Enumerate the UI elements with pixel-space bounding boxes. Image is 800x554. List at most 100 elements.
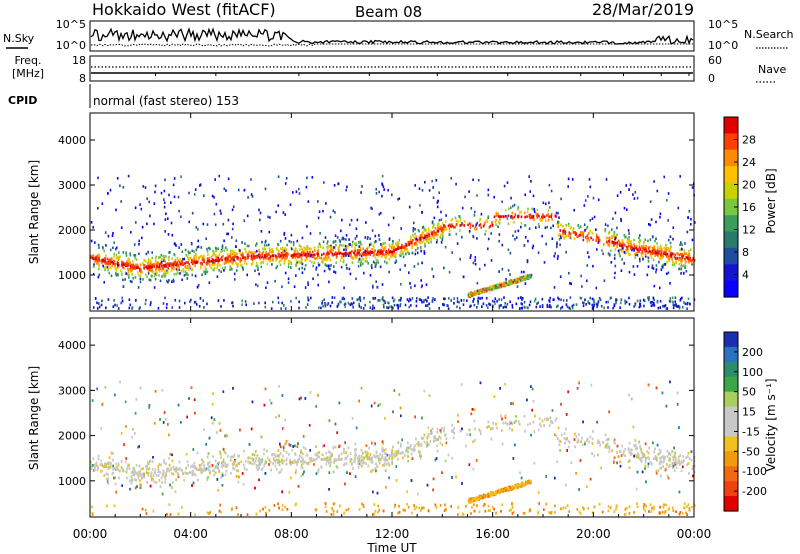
echo-cell: [656, 189, 659, 193]
echo-cell: [392, 216, 395, 220]
echo-cell: [353, 251, 355, 255]
echo-cell: [441, 237, 444, 241]
noise-sky-trace: [90, 27, 694, 46]
echo-cell: [692, 257, 694, 261]
echo-cell: [232, 256, 234, 259]
echo-cell: [256, 249, 258, 253]
echo-cell: [145, 273, 147, 276]
echo-cell: [519, 278, 522, 282]
echo-cell: [619, 244, 621, 247]
echo-cell: [314, 253, 316, 256]
echo-cell: [336, 254, 338, 258]
echo-cell: [661, 266, 664, 269]
echo-cell: [469, 305, 471, 308]
echo-cell: [420, 249, 422, 253]
echo-cell: [691, 259, 694, 262]
echo-cell: [267, 257, 269, 260]
echo-cell: [463, 224, 465, 227]
echo-cell: [213, 268, 215, 272]
echo-cell: [250, 257, 253, 261]
echo-cell: [476, 221, 478, 225]
echo-cell: [392, 250, 394, 254]
echo-cell: [264, 241, 267, 244]
echo-cell: [437, 223, 439, 227]
echo-cell: [138, 252, 140, 256]
echo-cell: [195, 226, 198, 229]
echo-cell: [680, 265, 682, 268]
echo-cell: [129, 253, 132, 257]
echo-cell: [592, 196, 595, 200]
echo-cell: [101, 258, 104, 262]
echo-cell: [285, 251, 288, 255]
echo-cell: [494, 297, 497, 300]
echo-cell: [606, 236, 608, 240]
echo-cell: [437, 229, 440, 233]
echo-cell: [513, 203, 516, 207]
noise-panel: N.Sky 10^5 10^0 10^5 10^0 N.Search: [3, 18, 794, 52]
echo-cell: [414, 232, 416, 236]
echo-cell: [248, 254, 250, 257]
echo-cell: [408, 205, 411, 209]
echo-cell: [245, 303, 247, 307]
echo-cell: [432, 235, 435, 238]
echo-cell: [241, 303, 243, 306]
echo-cell: [149, 265, 152, 268]
echo-cell: [250, 263, 253, 266]
echo-cell: [167, 266, 170, 270]
echo-cell: [683, 301, 685, 304]
echo-cell: [643, 248, 646, 252]
echo-cell: [490, 259, 493, 262]
echo-cell: [469, 223, 472, 226]
echo-cell: [628, 296, 630, 300]
echo-cell: [456, 300, 459, 303]
echo-cell: [178, 306, 181, 309]
echo-cell: [536, 216, 538, 219]
echo-cell: [352, 301, 355, 305]
echo-cell: [337, 246, 339, 250]
echo-cell: [611, 240, 613, 244]
echo-cell: [334, 234, 337, 237]
echo-cell: [307, 281, 309, 284]
echo-cell: [363, 251, 365, 254]
echo-cell: [117, 262, 119, 265]
echo-cell: [656, 242, 658, 245]
echo-cell: [573, 237, 576, 241]
echo-cell: [477, 296, 480, 300]
echo-cell: [235, 245, 237, 248]
echo-cell: [232, 304, 234, 308]
echo-cell: [432, 196, 435, 199]
echo-cell: [488, 302, 490, 306]
echo-cell: [357, 248, 360, 252]
echo-cell: [520, 221, 523, 225]
echo-cell: [653, 304, 656, 307]
echo-cell: [232, 252, 234, 256]
echo-cell: [326, 303, 329, 307]
echo-cell: [258, 256, 261, 259]
echo-cell: [605, 178, 608, 181]
echo-cell: [598, 236, 600, 240]
echo-cell: [262, 250, 265, 254]
echo-cell: [659, 300, 662, 303]
echo-cell: [278, 249, 280, 253]
echo-cell: [516, 280, 519, 284]
echo-cell: [649, 245, 652, 249]
echo-cell: [284, 307, 287, 310]
echo-cell: [147, 258, 150, 261]
echo-cell: [550, 215, 552, 219]
echo-cell: [272, 300, 274, 304]
echo-cell: [605, 300, 608, 304]
echo-cell: [402, 255, 405, 259]
echo-cell: [516, 285, 519, 288]
echo-cell: [93, 257, 95, 261]
echo-cell: [680, 272, 682, 275]
echo-cell: [321, 261, 324, 264]
echo-cell: [498, 233, 501, 236]
echo-cell: [423, 300, 425, 304]
echo-cell: [355, 227, 358, 230]
echo-cell: [115, 272, 117, 275]
echo-cell: [341, 218, 343, 222]
y-tick-label: 1000: [58, 269, 86, 282]
echo-cell: [236, 252, 238, 256]
echo-cell: [501, 200, 503, 204]
